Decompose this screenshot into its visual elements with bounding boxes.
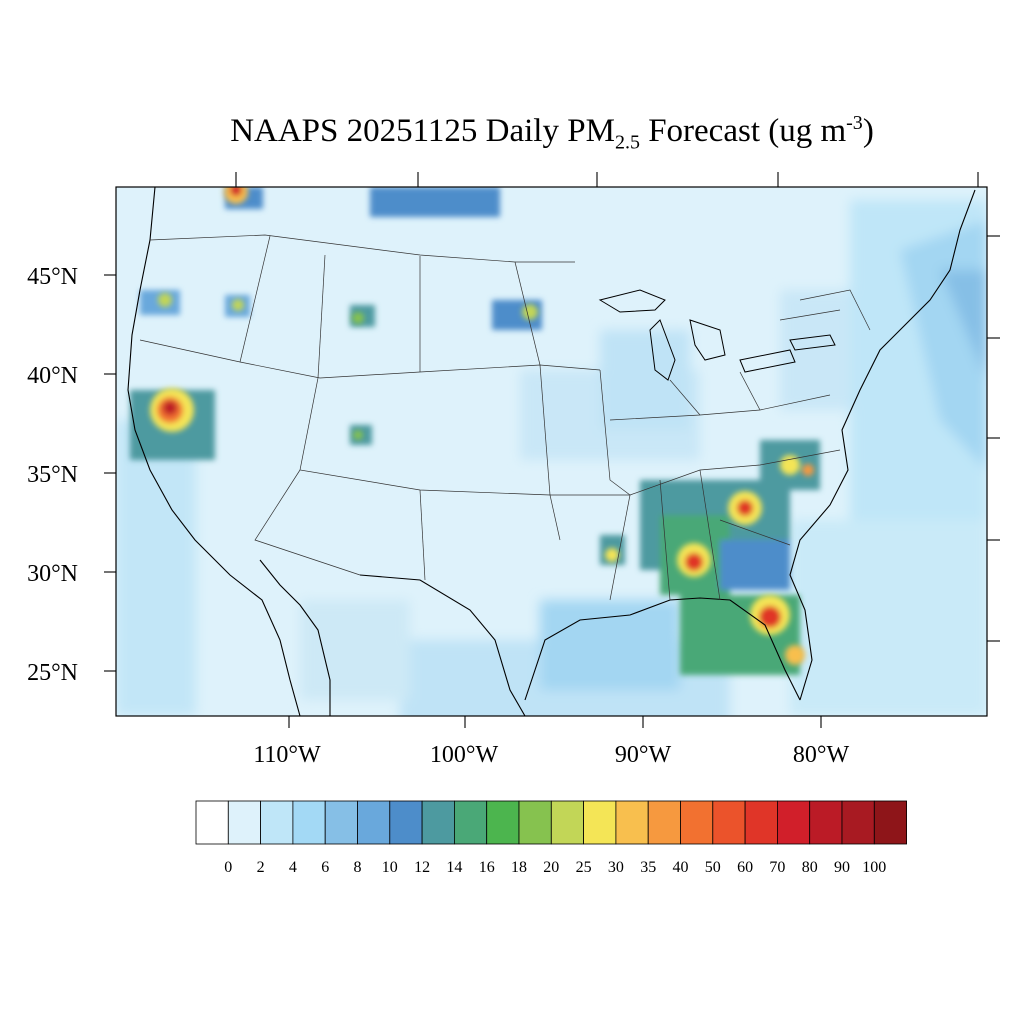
colorbar-swatch (583, 800, 617, 845)
colorbar-label: 8 (354, 859, 362, 876)
colorbar-label: 25 (576, 859, 592, 876)
colorbar-swatch (389, 800, 423, 845)
colorbar-swatch (615, 800, 649, 845)
colorbar-swatch (647, 800, 681, 845)
colorbar-label: 4 (289, 859, 297, 876)
map-frame (115, 186, 988, 717)
state-boundaries (139, 234, 871, 601)
colorbar-swatch (712, 800, 746, 845)
colorbar-swatch (680, 800, 714, 845)
colorbar-label: 10 (382, 859, 398, 876)
colorbar-swatch (421, 800, 455, 845)
colorbar-label: 0 (224, 859, 232, 876)
colorbar-label: 6 (321, 859, 329, 876)
colorbar-swatch (324, 800, 358, 845)
lat-label-35: 35°N (27, 462, 78, 488)
colorbar-label: 20 (543, 859, 559, 876)
colorbar-swatch (873, 800, 907, 845)
lon-label-100w: 100°W (430, 742, 499, 768)
colorbar-swatch (744, 800, 778, 845)
colorbar-swatch (518, 800, 552, 845)
colorbar-label: 100 (862, 859, 886, 876)
colorbar-swatch (195, 800, 229, 845)
colorbar-swatch (260, 800, 294, 845)
colorbar-swatch (550, 800, 584, 845)
lon-label-90w: 90°W (615, 742, 672, 768)
lat-label-30: 30°N (27, 561, 78, 587)
colorbar-swatch (841, 800, 875, 845)
colorbar-swatch (809, 800, 843, 845)
lon-label-110w: 110°W (253, 742, 321, 768)
lat-label-25: 25°N (27, 660, 78, 686)
colorbar-label: 18 (511, 859, 527, 876)
colorbar-label: 14 (446, 859, 462, 876)
lat-label-40: 40°N (27, 363, 78, 389)
colorbar-label: 40 (673, 859, 689, 876)
colorbar-label: 12 (414, 859, 430, 876)
colorbar-label: 60 (737, 859, 753, 876)
ocean-shading (116, 200, 987, 716)
lon-label-80w: 80°W (793, 742, 850, 768)
colorbar-swatch (357, 800, 391, 845)
colorbar-label: 70 (769, 859, 785, 876)
axis-ticks (104, 172, 1000, 728)
colorbar-swatch (486, 800, 520, 845)
colorbar-label: 90 (834, 859, 850, 876)
colorbar-swatch (777, 800, 811, 845)
colorbar-swatch (453, 800, 488, 845)
colorbar-label: 80 (802, 859, 818, 876)
lat-label-45: 45°N (27, 264, 78, 290)
colorbar-label: 2 (257, 859, 265, 876)
colorbar-label: 30 (608, 859, 624, 876)
colorbar-label: 35 (640, 859, 656, 876)
great-lakes (598, 289, 836, 381)
colorbar: 0 2 4 6 8 10 12 14 16 18 20 25 30 35 40 50 60 70 80 90 100 (195, 800, 907, 876)
colorbar-label: 50 (705, 859, 721, 876)
colorbar-swatch (227, 800, 262, 845)
colorbar-swatch (292, 800, 326, 845)
coastline (127, 187, 976, 716)
hotspots (150, 187, 814, 665)
map-title: NAAPS 20251125 Daily PM2.5 Forecast (ug … (230, 112, 874, 154)
map-panel (116, 187, 987, 716)
colorbar-label: 16 (479, 859, 495, 876)
